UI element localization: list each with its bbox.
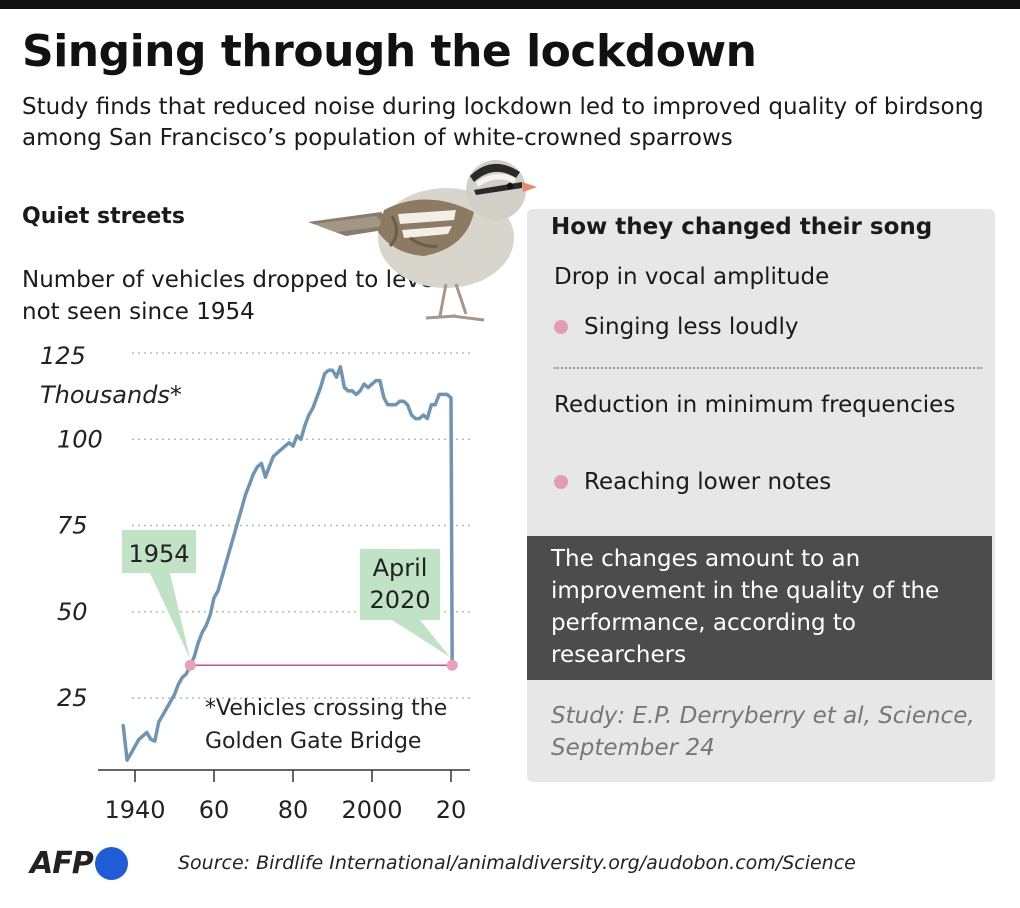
source-credit: Source: Birdlife International/animaldiv… [178, 852, 856, 874]
afp-logo-text: AFP [30, 846, 94, 881]
conclusion-text: The changes amount to an improvement in … [551, 546, 940, 668]
study-citation: Study: E.P. Derryberry et al, Science, S… [551, 703, 975, 761]
afp-logo-dot [94, 847, 128, 880]
y-tick-label-25: 25 [57, 684, 88, 712]
marker-april-2020 [446, 659, 458, 671]
top-rule [0, 0, 1020, 9]
panel-divider [554, 367, 982, 369]
sparrow-illustration [308, 160, 537, 322]
section-description: Number of vehicles dropped to level not … [22, 267, 441, 325]
tick-layer: 100 75 50 25 [57, 425, 103, 712]
y-tick-label-75: 75 [57, 512, 88, 540]
y-tick-label-50: 50 [57, 598, 88, 626]
bullet-dot-1 [554, 320, 568, 334]
bullet-dot-2 [554, 475, 568, 489]
callout-1954-label: 1954 [128, 540, 189, 568]
callout-1954-box [122, 530, 196, 660]
y-tick-label-100: 100 [57, 425, 103, 453]
conclusion-box: The changes amount to an improvement in … [527, 536, 992, 680]
x-tick-label-2000: 2000 [341, 796, 402, 824]
chart-footnote-line1: *Vehicles crossing the [205, 696, 447, 721]
marker-1954 [184, 659, 196, 671]
y-axis-label-125: 125 [40, 342, 86, 370]
item1-bullet-text: Singing less loudly [584, 314, 799, 340]
callout-layer: 1954 April 2020 [122, 530, 458, 671]
callout-2020-label-line1: April [373, 554, 428, 582]
item1-bullet-row: Singing less loudly [554, 311, 799, 343]
panel-title: How they changed their song [551, 214, 933, 240]
x-tick-label-80: 80 [278, 796, 309, 824]
x-tick-label-20: 20 [436, 796, 467, 824]
item2-bullet-row: Reaching lower notes [554, 466, 831, 498]
item2-bullet-text: Reaching lower notes [584, 469, 832, 495]
page-title: Singing through the lockdown [22, 26, 757, 77]
callout-2020-label-line2: 2020 [369, 586, 430, 614]
page-subtitle: Study finds that reduced noise during lo… [22, 94, 984, 151]
grid-layer [132, 352, 470, 699]
section-title: Quiet streets [22, 204, 185, 229]
series-line-vehicles [121, 365, 454, 762]
afp-logo: AFP [30, 846, 128, 881]
item1-title: Drop in vocal amplitude [554, 264, 830, 290]
x-tick-label-1940: 1940 [104, 796, 165, 824]
song-changes-panel: How they changed their song Drop in voca… [527, 209, 995, 782]
chart-footnote-line2: Golden Gate Bridge [205, 729, 421, 754]
x-tick-layer: 1940 60 80 2000 20 [104, 770, 466, 824]
x-tick-label-60: 60 [199, 796, 230, 824]
item2-title: Reduction in minimum frequencies [554, 392, 956, 418]
y-axis-unit-label: Thousands* [40, 381, 182, 409]
callout-2020-box [360, 549, 451, 658]
